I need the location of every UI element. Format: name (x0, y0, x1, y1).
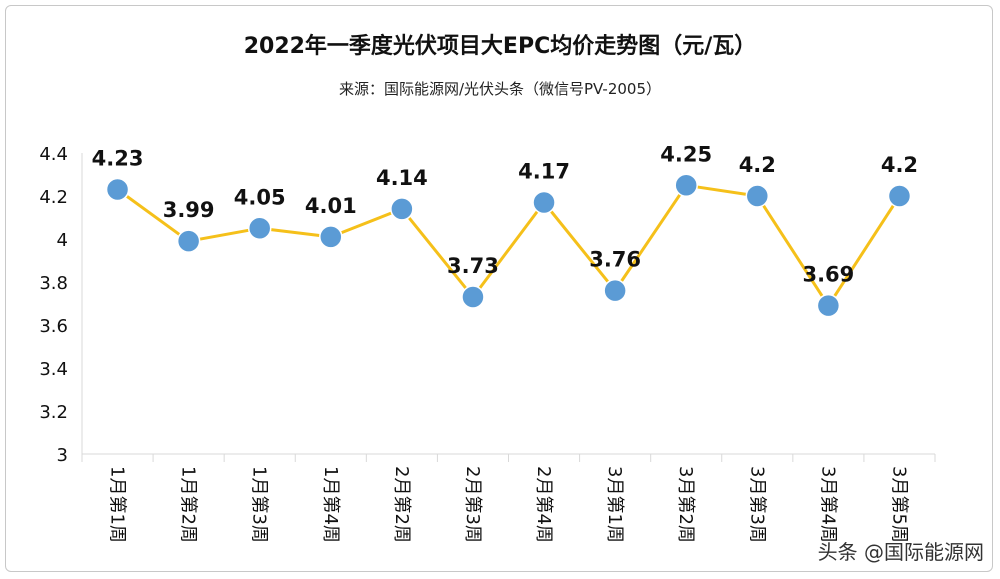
data-label: 4.14 (376, 166, 428, 190)
watermark: 头条 @国际能源网 (817, 540, 984, 564)
data-point (461, 285, 485, 309)
y-tick-label: 4 (57, 230, 68, 251)
data-point (390, 197, 414, 221)
y-tick-label: 3.8 (39, 273, 68, 294)
data-point (319, 225, 343, 249)
data-point (532, 190, 556, 215)
y-tick-label: 4.2 (39, 187, 68, 208)
y-tick-label: 3 (57, 445, 68, 466)
data-label: 3.73 (447, 254, 499, 278)
data-point (674, 173, 698, 197)
x-tick-label: 2月第4周 (533, 466, 554, 543)
x-tick-label: 1月第4周 (320, 466, 341, 543)
data-label: 4.23 (92, 147, 144, 171)
y-tick-label: 3.4 (39, 359, 68, 380)
data-label: 4.2 (739, 153, 776, 177)
data-point (603, 278, 627, 303)
x-tick-label: 1月第1周 (107, 466, 128, 543)
chart-subtitle: 来源：国际能源网/光伏头条（微信号PV-2005） (338, 80, 662, 98)
x-tick-label: 3月第1周 (604, 466, 625, 543)
data-label: 4.2 (881, 153, 918, 177)
data-label: 4.01 (305, 194, 357, 218)
x-tick-label: 3月第2周 (675, 466, 696, 543)
x-tick-label: 3月第4周 (817, 466, 838, 543)
data-point (887, 184, 912, 208)
chart-title: 2022年一季度光伏项目大EPC均价走势图（元/瓦） (243, 34, 757, 59)
data-label: 3.69 (802, 263, 854, 287)
data-point (745, 184, 770, 208)
data-point (105, 177, 130, 202)
y-tick-label: 3.6 (39, 316, 68, 337)
data-label: 3.76 (589, 248, 641, 272)
x-tick-label: 2月第2周 (391, 466, 412, 543)
data-label: 4.05 (234, 185, 286, 209)
data-point (247, 216, 272, 240)
x-tick-label: 2月第3周 (462, 466, 483, 543)
chart-border (5, 5, 993, 572)
x-tick-label: 1月第3周 (249, 466, 270, 543)
y-tick-label: 4.4 (39, 144, 68, 165)
x-tick-label: 3月第5周 (888, 466, 909, 543)
x-tick-label: 3月第3周 (746, 466, 767, 543)
y-tick-label: 3.2 (39, 402, 68, 423)
data-label: 3.99 (163, 198, 215, 222)
data-label: 4.17 (518, 159, 570, 183)
series-line (116, 183, 901, 308)
data-point (176, 229, 201, 253)
data-label: 4.25 (660, 142, 712, 166)
x-tick-label: 1月第2周 (178, 466, 199, 543)
data-point (816, 293, 841, 318)
